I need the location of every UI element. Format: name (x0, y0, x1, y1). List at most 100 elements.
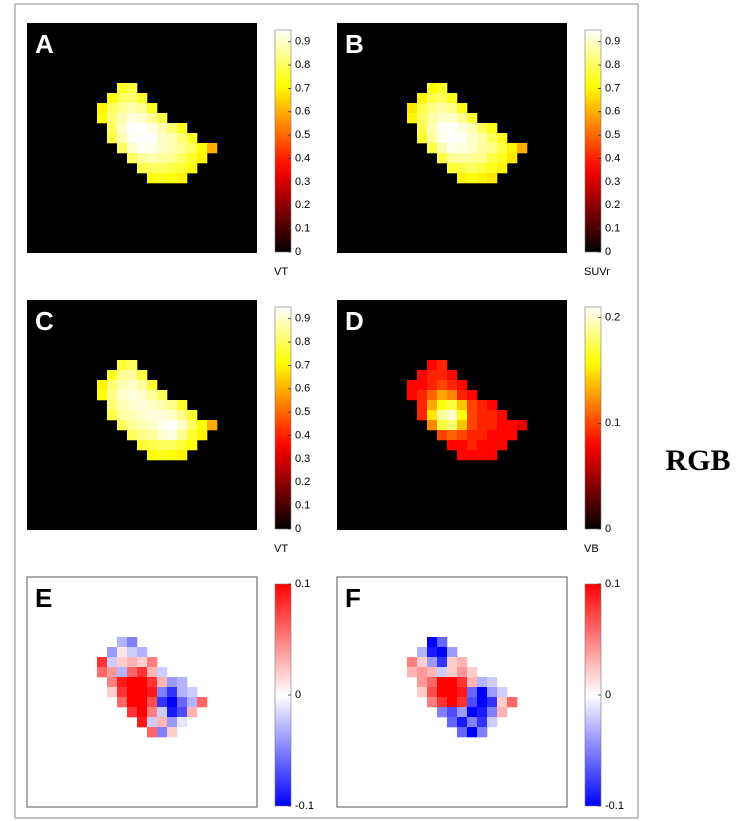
heatmap-cell (127, 647, 137, 657)
heatmap-cell (147, 707, 157, 717)
heatmap-cell (437, 390, 447, 400)
colorbar-tick-label: 0.5 (295, 129, 310, 141)
heatmap-cell (187, 430, 197, 440)
heatmap-cell (187, 697, 197, 707)
heatmap-cell (447, 647, 457, 657)
heatmap-cell (427, 143, 437, 153)
heatmap-cell (427, 420, 437, 430)
heatmap-cell (157, 727, 167, 737)
heatmap-cell (457, 143, 467, 153)
heatmap-cell (137, 410, 147, 420)
heatmap-cell (457, 697, 467, 707)
heatmap-cell (457, 163, 467, 173)
heatmap-cell (457, 677, 467, 687)
heatmap-cell (137, 430, 147, 440)
heatmap-cell (127, 637, 137, 647)
panel-letter: A (35, 29, 54, 59)
heatmap-cell (197, 430, 207, 440)
panel-letter: D (345, 306, 364, 336)
heatmap-cell (477, 163, 487, 173)
colorbar-tick-label: 0.7 (295, 82, 310, 94)
heatmap-cell (167, 697, 177, 707)
heatmap-cell (447, 400, 457, 410)
heatmap-cell (427, 113, 437, 123)
heatmap-cell (157, 677, 167, 687)
heatmap-cell (137, 667, 147, 677)
colorbar-tick-label: 0.8 (295, 59, 310, 71)
heatmap-cell (467, 143, 477, 153)
heatmap-cell (477, 717, 487, 727)
heatmap-cell (447, 697, 457, 707)
heatmap-cell (437, 667, 447, 677)
heatmap-cell (427, 360, 437, 370)
heatmap-cell (137, 420, 147, 430)
heatmap-cell (187, 410, 197, 420)
heatmap-cell (487, 153, 497, 163)
heatmap-cell (487, 430, 497, 440)
heatmap-cell (487, 420, 497, 430)
heatmap-cell (157, 143, 167, 153)
heatmap-cell (167, 420, 177, 430)
heatmap-cell (177, 420, 187, 430)
heatmap-cell (477, 143, 487, 153)
heatmap-cell (447, 153, 457, 163)
heatmap-cell (437, 370, 447, 380)
heatmap-cell (157, 173, 167, 183)
heatmap-cell (177, 173, 187, 183)
heatmap-cell (137, 153, 147, 163)
colorbar-tick-label: 0.4 (295, 152, 310, 164)
heatmap-cell (97, 103, 107, 113)
colorbar (275, 307, 291, 529)
heatmap-cell (487, 677, 497, 687)
heatmap-cell (137, 647, 147, 657)
colorbar-label: SUVr (584, 266, 610, 278)
heatmap-cell (477, 677, 487, 687)
colorbar-tick-label: 0.3 (605, 176, 620, 188)
heatmap-cell (437, 93, 447, 103)
heatmap-cell (477, 727, 487, 737)
heatmap-cell (447, 687, 457, 697)
heatmap-cell (137, 400, 147, 410)
heatmap-cell (427, 123, 437, 133)
heatmap-cell (447, 390, 457, 400)
heatmap-cell (187, 153, 197, 163)
heatmap-cell (157, 440, 167, 450)
heatmap-cell (157, 420, 167, 430)
colorbar-tick-label: 0.9 (295, 36, 310, 48)
heatmap-cell (137, 707, 147, 717)
heatmap-cell (467, 173, 477, 183)
heatmap-cell (447, 113, 457, 123)
heatmap-cell (187, 687, 197, 697)
colorbar (585, 30, 601, 252)
heatmap-cell (447, 420, 457, 430)
heatmap-cell (107, 410, 117, 420)
heatmap-cell (177, 440, 187, 450)
heatmap-cell (487, 123, 497, 133)
heatmap-cell (427, 697, 437, 707)
heatmap-cell (497, 420, 507, 430)
heatmap-cell (167, 400, 177, 410)
heatmap-cell (437, 113, 447, 123)
colorbar-tick-label: 0.6 (295, 383, 310, 395)
heatmap-cell (457, 707, 467, 717)
heatmap-cell (437, 647, 447, 657)
heatmap-cell (507, 153, 517, 163)
heatmap-cell (437, 83, 447, 93)
heatmap-cell (127, 430, 137, 440)
heatmap-cell (487, 717, 497, 727)
heatmap-cell (97, 380, 107, 390)
heatmap-cell (147, 163, 157, 173)
heatmap-cell (467, 667, 477, 677)
heatmap-cell (137, 677, 147, 687)
colorbar-tick-label: 0.2 (605, 311, 620, 323)
heatmap-cell (107, 647, 117, 657)
heatmap-cell (127, 677, 137, 687)
heatmap-cell (167, 410, 177, 420)
heatmap-cell (457, 400, 467, 410)
heatmap-cell (137, 123, 147, 133)
heatmap-cell (177, 400, 187, 410)
heatmap-cell (167, 687, 177, 697)
heatmap-cell (137, 103, 147, 113)
heatmap-cell (117, 370, 127, 380)
heatmap-cell (427, 637, 437, 647)
